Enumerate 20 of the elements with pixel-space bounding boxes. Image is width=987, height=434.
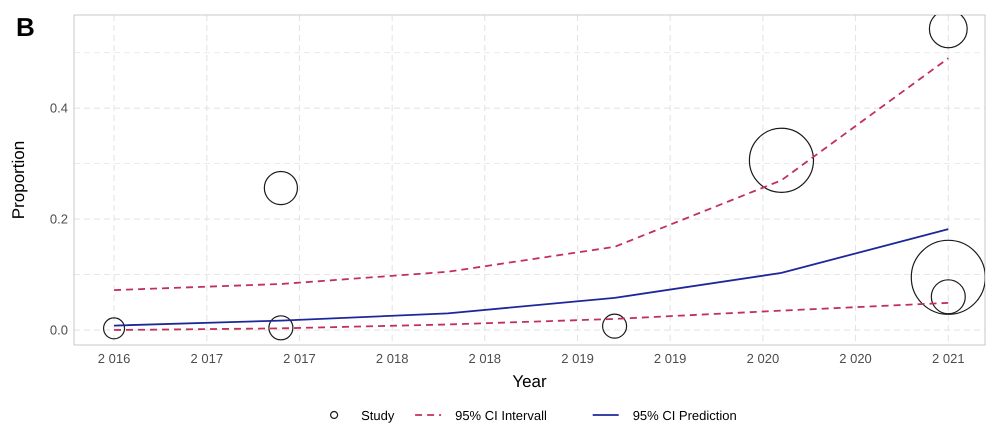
y-axis-title: Proportion — [9, 140, 28, 220]
x-tick-label: 2 020 — [746, 351, 780, 366]
x-tick-label: 2 017 — [190, 351, 224, 366]
legend-label: Study — [361, 408, 395, 423]
x-tick-label: 2 021 — [932, 351, 965, 366]
legend-label: 95% CI Prediction — [632, 408, 737, 423]
x-tick-label: 2 019 — [561, 351, 594, 366]
y-tick-label: 0.0 — [50, 322, 68, 338]
y-tick-label: 0.4 — [50, 100, 68, 116]
x-tick-label: 2 020 — [839, 351, 872, 366]
legend-label: 95% CI Intervall — [455, 408, 547, 423]
line-series — [113, 57, 950, 291]
y-tick-label: 0.2 — [50, 212, 68, 227]
text: B — [16, 12, 35, 42]
x-tick-label: 2 018 — [376, 351, 408, 366]
x-tick-label: 2 019 — [654, 351, 686, 366]
x-tick-label: 2 016 — [98, 351, 130, 366]
x-tick-label: 2 017 — [283, 351, 316, 366]
x-tick-label: 2 018 — [468, 351, 502, 366]
x-axis-title: Year — [512, 372, 548, 391]
